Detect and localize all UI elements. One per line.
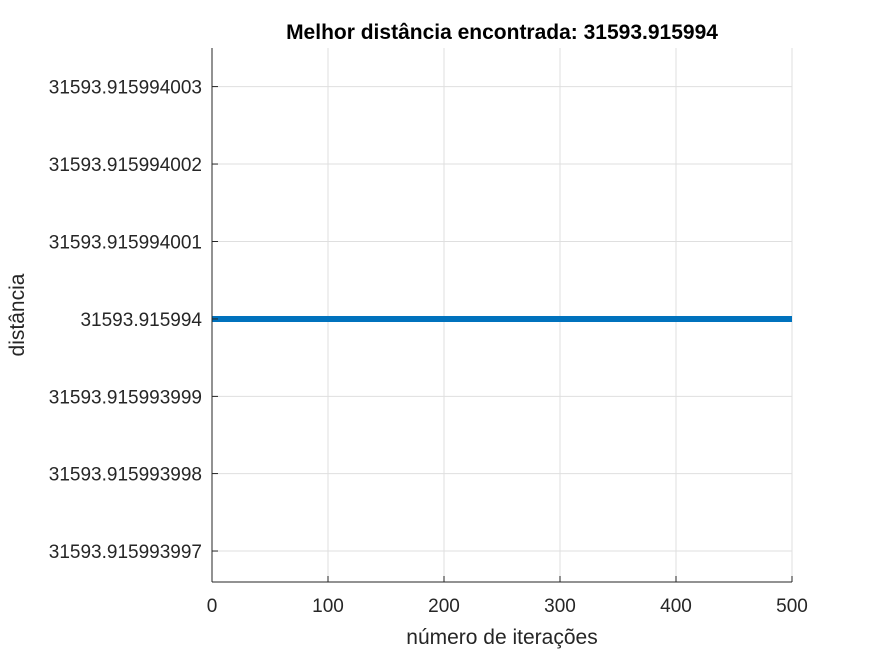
y-tick-label: 31593.915993999: [49, 387, 202, 408]
chart-title: Melhor distância encontrada: 31593.91599…: [286, 21, 718, 44]
y-tick-label: 31593.915993997: [49, 542, 202, 563]
y-tick-label: 31593.915994001: [49, 232, 202, 253]
ticks: [211, 86, 793, 582]
x-tick-label: 500: [776, 596, 808, 617]
x-tick-label: 400: [660, 596, 692, 617]
x-tick-labels: 0 100 200 300 400 500: [207, 596, 808, 617]
y-tick-label: 31593.915993998: [49, 465, 202, 486]
y-tick-label: 31593.915994003: [49, 78, 202, 99]
y-axis-title: distância: [6, 273, 29, 356]
y-tick-label: 31593.915994: [80, 310, 202, 331]
x-axis-title: número de iterações: [406, 626, 597, 649]
y-tick-label: 31593.915994002: [49, 155, 202, 176]
plot-area: [212, 48, 792, 582]
y-tick-labels: 31593.915993997 31593.915993998 31593.9159…: [49, 78, 203, 563]
x-tick-label: 200: [428, 596, 460, 617]
x-tick-label: 300: [544, 596, 576, 617]
x-tick-label: 0: [207, 596, 218, 617]
x-tick-label: 100: [312, 596, 344, 617]
